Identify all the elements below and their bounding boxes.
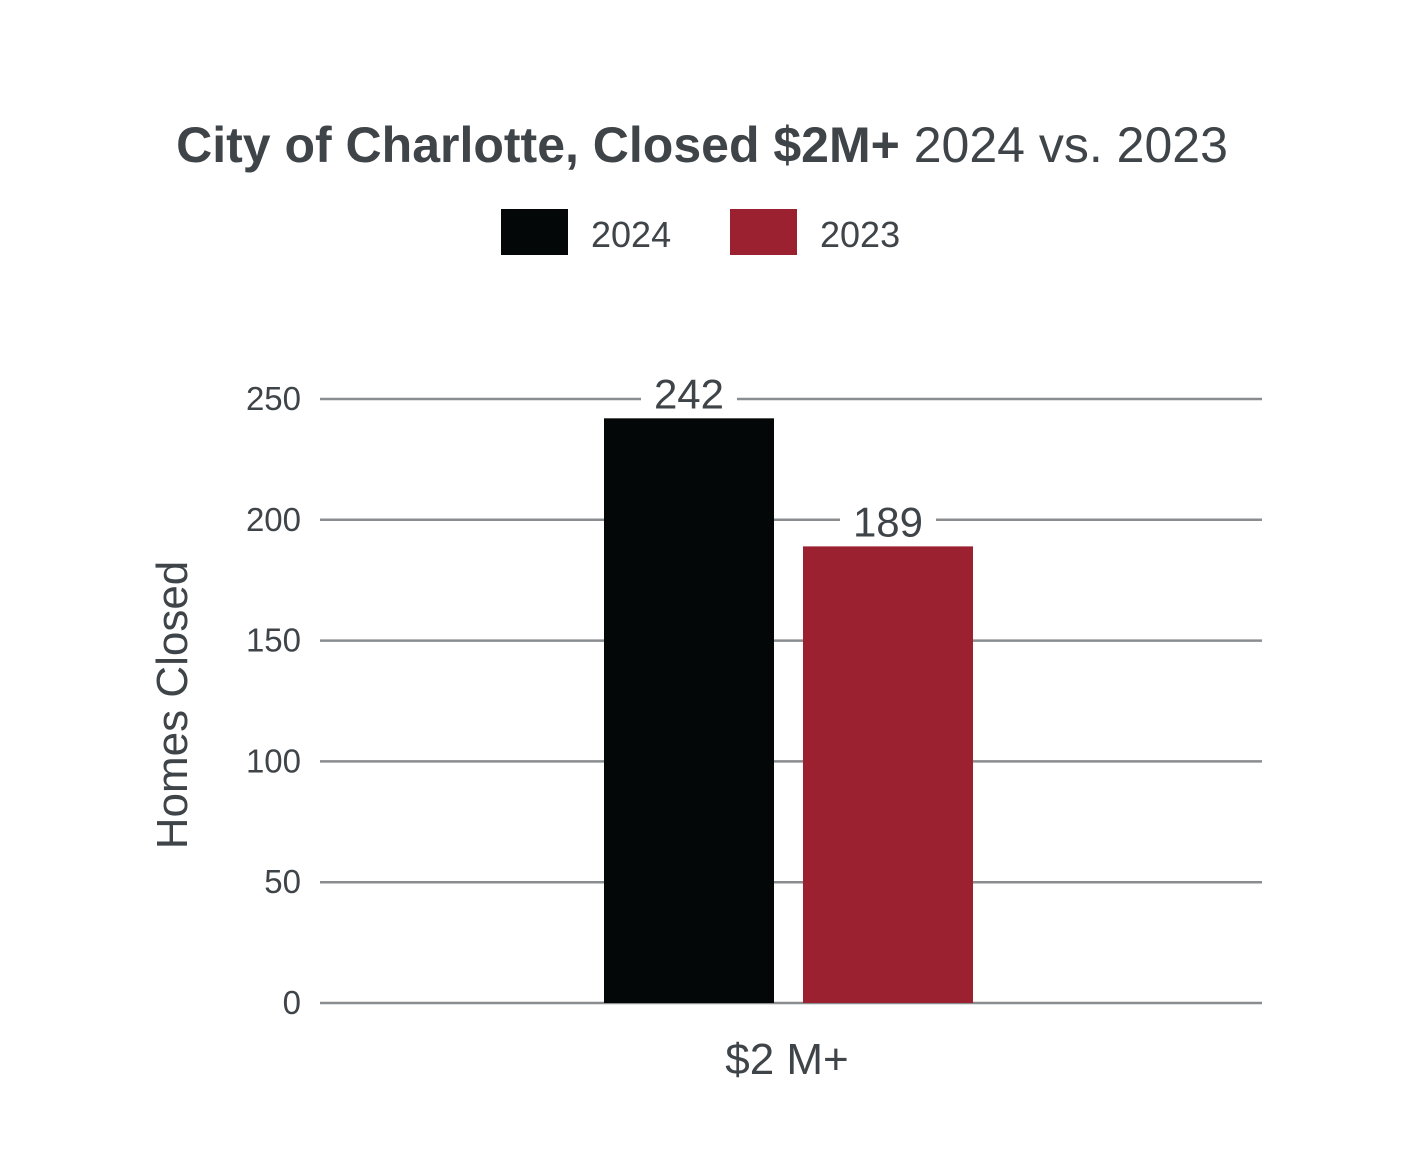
- y-tick-label-100: 100: [246, 742, 301, 779]
- y-tick-label-200: 200: [246, 501, 301, 538]
- bars: [604, 418, 973, 1003]
- chart-title: City of Charlotte, Closed $2M+ 2024 vs. …: [176, 117, 1228, 173]
- data-label-2024: 242: [654, 370, 724, 417]
- chart-title-bold: City of Charlotte, Closed $2M+: [176, 117, 914, 173]
- bar-2024: [604, 418, 774, 1003]
- data-label-background-2023: [840, 500, 936, 541]
- y-axis-label: Homes Closed: [148, 561, 197, 850]
- y-tick-label-50: 50: [264, 863, 301, 900]
- legend-label-2023: 2023: [820, 214, 900, 255]
- data-label-2023: 189: [853, 498, 923, 545]
- gridlines: [320, 397, 1262, 1005]
- chart-title-normal: 2024 vs. 2023: [914, 117, 1228, 173]
- y-tick-label-0: 0: [283, 984, 301, 1021]
- y-tick-label-250: 250: [246, 380, 301, 417]
- y-axis-ticks: 0 50 100 150 200 250: [246, 380, 301, 1021]
- data-label-background-2024: [641, 372, 737, 413]
- legend-label-2024: 2024: [591, 214, 671, 255]
- legend-swatch-2024: [501, 209, 568, 255]
- y-tick-label-150: 150: [246, 622, 301, 659]
- x-category-label: $2 M+: [725, 1035, 849, 1084]
- bar-2023: [803, 546, 973, 1003]
- legend: 2024 2023: [501, 209, 900, 255]
- legend-swatch-2023: [730, 209, 797, 255]
